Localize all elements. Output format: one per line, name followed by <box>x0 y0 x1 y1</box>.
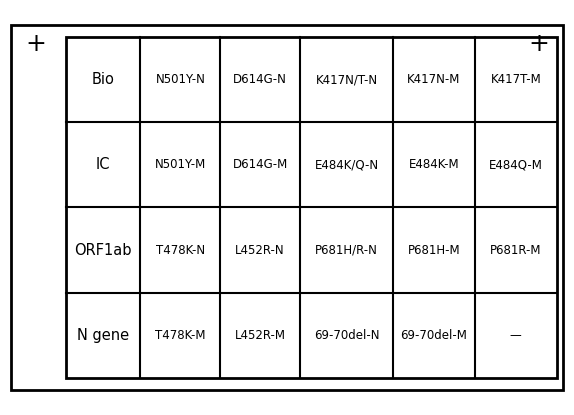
Text: +: + <box>528 32 549 56</box>
Text: E484K/Q-N: E484K/Q-N <box>315 159 378 171</box>
Bar <box>11 25 563 390</box>
Text: —: — <box>510 329 522 342</box>
Text: +: + <box>25 32 46 56</box>
Text: IC: IC <box>96 157 110 173</box>
Text: 69-70del-M: 69-70del-M <box>401 329 467 342</box>
Text: K417N/T-N: K417N/T-N <box>315 73 378 86</box>
Text: E484Q-M: E484Q-M <box>489 159 543 171</box>
Text: T478K-N: T478K-N <box>156 244 205 256</box>
Bar <box>66 37 557 378</box>
Text: Bio: Bio <box>92 72 115 88</box>
Text: T478K-M: T478K-M <box>155 329 205 342</box>
Text: K417T-M: K417T-M <box>490 73 541 86</box>
Text: N501Y-N: N501Y-N <box>156 73 205 86</box>
Text: K417N-M: K417N-M <box>407 73 460 86</box>
Text: D614G-M: D614G-M <box>232 159 288 171</box>
Text: N gene: N gene <box>77 327 129 343</box>
Text: D614G-N: D614G-N <box>233 73 287 86</box>
Text: L452R-N: L452R-N <box>235 244 285 256</box>
Text: ORF1ab: ORF1ab <box>75 242 132 258</box>
Text: 69-70del-N: 69-70del-N <box>314 329 379 342</box>
Text: L452R-M: L452R-M <box>235 329 286 342</box>
Text: P681H-M: P681H-M <box>408 244 460 256</box>
Text: P681H/R-N: P681H/R-N <box>315 244 378 256</box>
Text: E484K-M: E484K-M <box>409 159 459 171</box>
Text: N501Y-M: N501Y-M <box>155 159 206 171</box>
Text: P681R-M: P681R-M <box>490 244 541 256</box>
